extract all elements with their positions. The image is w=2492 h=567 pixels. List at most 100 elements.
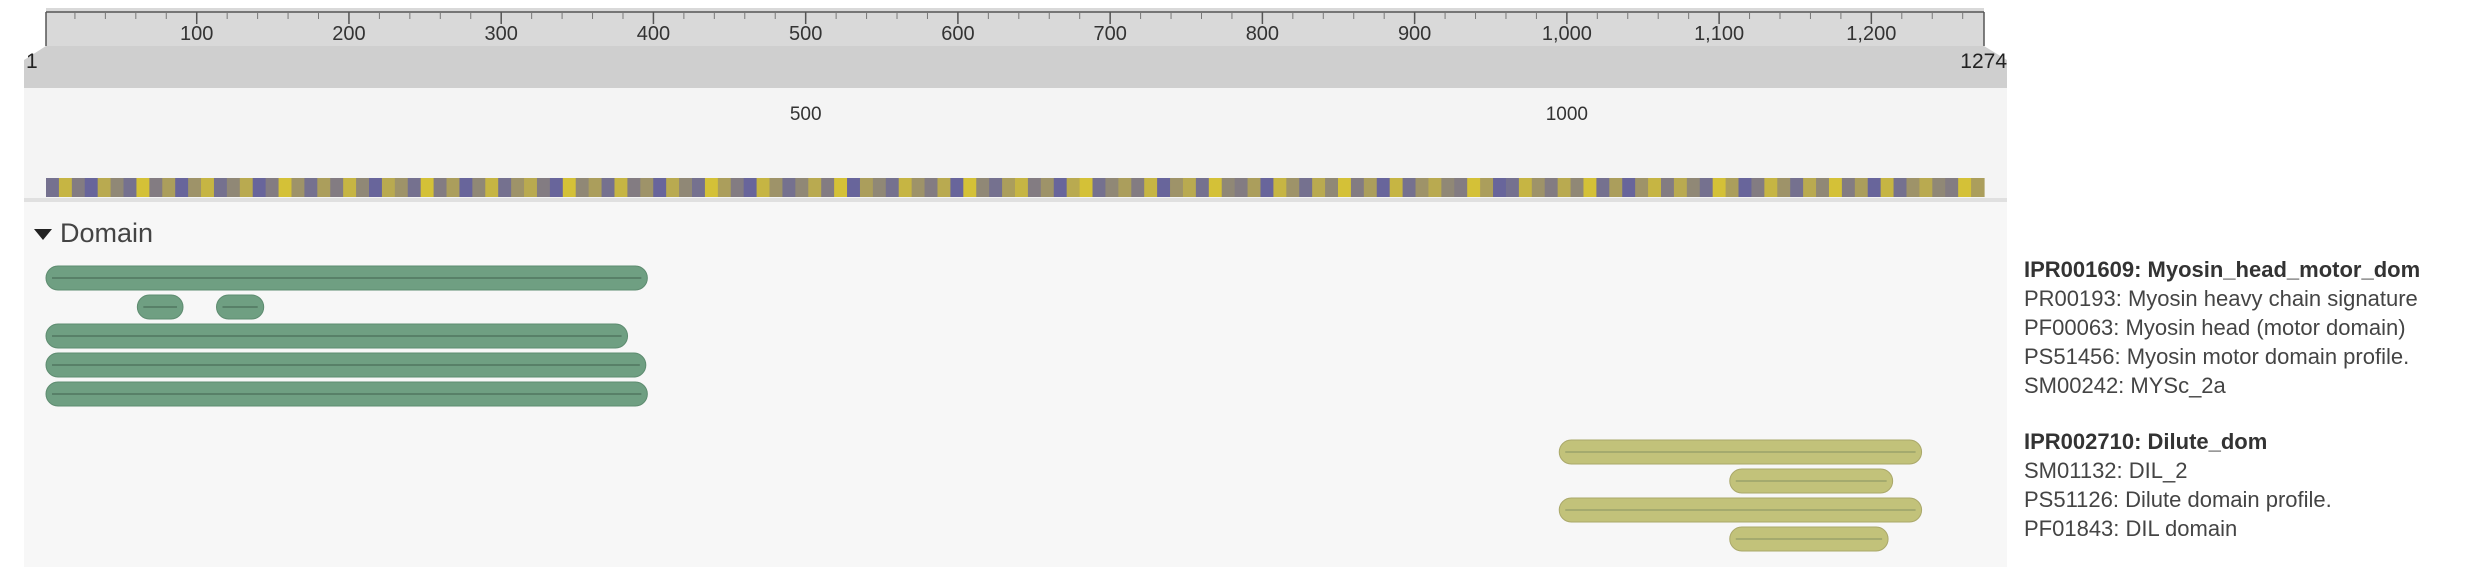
heatmap-cell (1505, 178, 1520, 197)
heatmap-cell (1880, 178, 1895, 197)
heatmap-cell (1893, 178, 1908, 197)
heatmap-cell (1208, 178, 1223, 197)
heatmap-cell (46, 178, 60, 197)
ruler-tick-label: 1,000 (1542, 23, 1592, 45)
heatmap-cell (924, 178, 939, 197)
heatmap-cell (1325, 178, 1339, 197)
conservation-heatmap (46, 178, 1985, 197)
label-item[interactable]: PR00193: Myosin heavy chain signature (2024, 286, 2418, 311)
heatmap-cell (58, 178, 73, 197)
heatmap-cell (704, 178, 719, 197)
domain-feature-sm01132[interactable] (1729, 468, 1894, 494)
heatmap-cell (1686, 178, 1701, 197)
ruler-tick-label: 600 (941, 23, 974, 45)
heatmap-cell (898, 178, 913, 197)
heatmap-cell (1493, 178, 1507, 197)
ruler-end-label: 1274 (1960, 50, 2007, 73)
heatmap-cell (239, 178, 254, 197)
label-group-header[interactable]: IPR001609: Myosin_head_motor_dom (2024, 257, 2421, 282)
heatmap-cell (162, 178, 176, 197)
heatmap-cell (1376, 178, 1391, 197)
protein-feature-viewer[interactable]: 100 200 300 400 500 600 700 800 900 1,000 1,100 1,2… (24, 0, 2007, 567)
feature-bar (1558, 439, 1923, 465)
heatmap-cell (420, 178, 435, 197)
heatmap-cell (1170, 178, 1184, 197)
domain-feature-pf01843[interactable] (1729, 526, 1889, 552)
label-item[interactable]: PS51126: Dilute domain profile. (2024, 487, 2332, 512)
heatmap-cell (756, 178, 771, 197)
heatmap-cell (1583, 178, 1597, 197)
heatmap-cell (769, 178, 784, 197)
ruler-tick-label: 100 (180, 23, 213, 45)
heatmap-cell (511, 178, 525, 197)
label-item[interactable]: PS51456: Myosin motor domain profile. (2024, 344, 2410, 369)
heatmap-cell (575, 178, 590, 197)
heatmap-cell (1790, 178, 1804, 197)
heatmap-cell (1040, 178, 1055, 197)
heatmap-cell (1234, 178, 1249, 197)
label-item[interactable]: PF00063: Myosin head (motor domain) (2024, 315, 2406, 340)
heatmap-cell (1092, 178, 1107, 197)
heatmap-cell (1609, 178, 1623, 197)
heatmap-cell (1221, 178, 1236, 197)
heatmap-cell (1622, 178, 1636, 197)
domain-feature-pf00063[interactable] (45, 323, 629, 349)
heatmap-cell (1027, 178, 1042, 197)
domain-section-toggle[interactable]: Domain (34, 218, 153, 249)
heatmap-cell (485, 178, 499, 197)
heatmap-cell (859, 178, 874, 197)
label-item[interactable]: PF01843: DIL domain (2024, 516, 2238, 541)
domain-feature-pr00193-a[interactable] (136, 294, 184, 320)
label-group-myosin: IPR001609: Myosin_head_motor_dom PR00193… (2024, 255, 2420, 400)
caret-down-icon (34, 229, 52, 240)
ruler-tick-label: 800 (1246, 23, 1279, 45)
heatmap-cell (885, 178, 900, 197)
heatmap-cell (1338, 178, 1352, 197)
heatmap-cell (71, 178, 86, 197)
heatmap-cell (1402, 178, 1417, 197)
heatmap-cell (252, 178, 267, 197)
heatmap-cell (84, 178, 99, 197)
label-group-dilute: IPR002710: Dilute_dom SM01132: DIL_2 PS5… (2024, 427, 2332, 543)
heatmap-cell (1415, 178, 1430, 197)
heatmap-cell (834, 178, 848, 197)
heatmap-cell (1661, 178, 1675, 197)
sequence-ruler[interactable]: 100 200 300 400 500 600 700 800 900 1,000 1,100 1,2… (24, 0, 2007, 202)
heatmap-cell (549, 178, 564, 197)
domain-feature-ps51126[interactable] (1558, 497, 1923, 523)
heatmap-cell (730, 178, 745, 197)
heatmap-cell (369, 178, 383, 197)
label-group-header[interactable]: IPR002710: Dilute_dom (2024, 429, 2268, 454)
heatmap-cell (782, 178, 796, 197)
domain-feature-pr00193-b[interactable] (216, 294, 265, 320)
heatmap-cell (640, 178, 654, 197)
domain-feature-ipr002710[interactable] (1558, 439, 1923, 465)
ruler-tick-label: 1,200 (1846, 23, 1896, 45)
heatmap-cell (1932, 178, 1946, 197)
heatmap-cell (498, 178, 512, 197)
domain-feature-ipr001609[interactable] (45, 265, 648, 291)
heatmap-cell (1182, 178, 1197, 197)
label-item[interactable]: SM00242: MYSc_2a (2024, 373, 2226, 398)
heatmap-cell (472, 178, 486, 197)
zoom-scale-label: 500 (790, 104, 822, 125)
domain-features[interactable] (24, 0, 2007, 567)
ruler-tick-label: 400 (637, 23, 670, 45)
track-separator (24, 198, 2007, 202)
heatmap-cell (1971, 178, 1985, 197)
heatmap-cell (1764, 178, 1778, 197)
heatmap-cell (1480, 178, 1494, 197)
heatmap-cell (1596, 178, 1610, 197)
domain-feature-sm00242[interactable] (45, 381, 648, 407)
heatmap-cell (1454, 178, 1468, 197)
heatmap-cell (1118, 178, 1132, 197)
domain-feature-ps51456[interactable] (45, 352, 647, 378)
heatmap-cell (1531, 178, 1546, 197)
label-item[interactable]: SM01132: DIL_2 (2024, 458, 2188, 483)
heatmap-cell (1648, 178, 1662, 197)
heatmap-cell (356, 178, 370, 197)
heatmap-cell (317, 178, 331, 197)
heatmap-cell (110, 178, 125, 197)
heatmap-cell (937, 178, 951, 197)
zoom-scale-label: 1000 (1546, 104, 1588, 125)
